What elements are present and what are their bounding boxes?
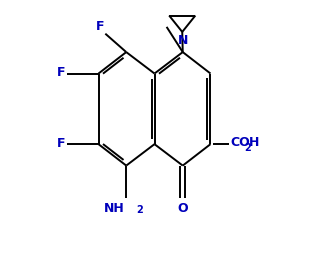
Text: NH: NH (104, 201, 125, 214)
Text: CO: CO (230, 136, 250, 149)
Text: F: F (57, 66, 66, 79)
Text: 2: 2 (244, 142, 251, 153)
Text: N: N (178, 34, 188, 46)
Text: 2: 2 (136, 204, 142, 214)
Text: F: F (96, 20, 104, 33)
Text: H: H (249, 136, 259, 149)
Text: F: F (57, 136, 66, 149)
Text: O: O (177, 201, 188, 214)
